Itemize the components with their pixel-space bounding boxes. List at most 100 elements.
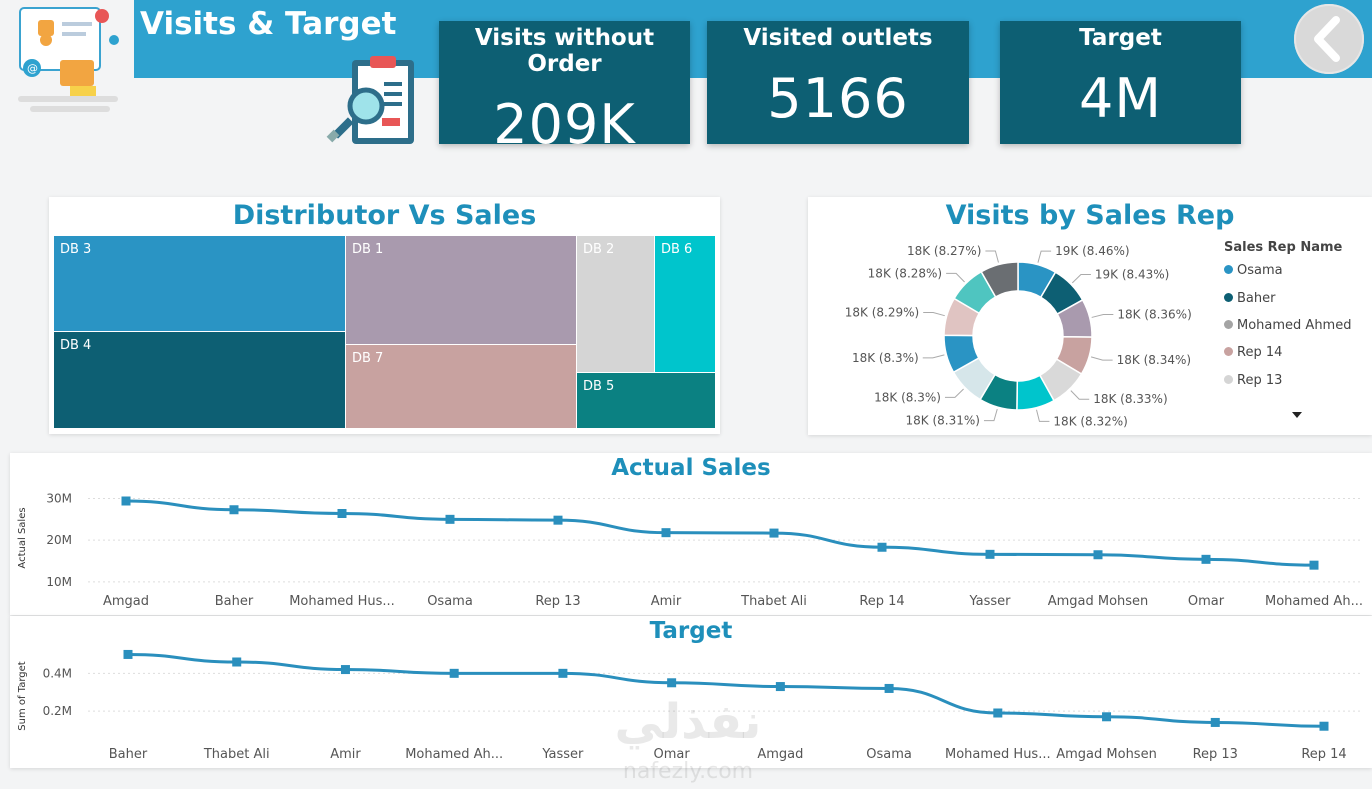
x-tick-label: Rep 14	[1301, 747, 1346, 762]
legend-item[interactable]: Mohamed Ahmed	[1224, 318, 1351, 333]
data-point[interactable]	[340, 665, 350, 675]
actual-sales-chart: 30M 20M 10M Actual Sales Amgad Baher Mohamed H…	[17, 492, 1363, 610]
legend-scroll-down-icon[interactable]	[1292, 412, 1302, 418]
page-title: Visits & Target	[140, 6, 397, 42]
data-point[interactable]	[1319, 721, 1329, 731]
donut-data-label: 18K (8.33%)	[1093, 392, 1167, 406]
data-point[interactable]	[985, 549, 995, 559]
x-tick-label: Osama	[427, 594, 473, 609]
svg-text:@: @	[27, 62, 38, 75]
x-tick-label: Yasser	[541, 747, 584, 762]
tile-label: DB 7	[352, 351, 384, 366]
data-point[interactable]	[229, 505, 239, 515]
data-point[interactable]	[1201, 554, 1211, 564]
kpi-card-visits-without-order: Visits without Order 209K	[439, 21, 690, 156]
data-point[interactable]	[232, 657, 242, 667]
donut-leader-line	[944, 388, 964, 398]
data-point[interactable]	[445, 514, 455, 524]
donut-leader-line	[985, 250, 999, 263]
donut-data-label: 18K (8.29%)	[845, 305, 919, 319]
clipboard-search-icon	[322, 54, 422, 150]
data-point[interactable]	[775, 682, 785, 692]
data-point[interactable]	[1309, 560, 1319, 570]
x-tick-label: Thabet Ali	[740, 594, 807, 609]
dashboard-logo: @	[10, 0, 134, 116]
data-point[interactable]	[884, 683, 894, 693]
legend-label: Rep 14	[1237, 345, 1283, 360]
treemap-tile[interactable]: DB 2	[577, 236, 654, 372]
x-tick-label: Thabet Ali	[203, 747, 270, 762]
data-point[interactable]	[661, 528, 671, 538]
treemap-tile[interactable]: DB 1	[346, 236, 576, 344]
actual-sales-panel: Actual Sales 30M 20M 10M Actual Sales Amgad B…	[10, 453, 1372, 615]
treemap-tile[interactable]: DB 6	[655, 236, 715, 372]
x-tick-label: Baher	[109, 747, 148, 762]
legend-label: Baher	[1237, 291, 1276, 306]
donut-panel: Visits by Sales Rep 19K (8.46%) 19K (8.43…	[808, 197, 1372, 435]
legend-label: Mohamed Ahmed	[1237, 318, 1352, 333]
donut-chart: 19K (8.46%) 19K (8.43%) 18K (8.36%) 18K (8.…	[845, 244, 1192, 428]
tile-label: DB 2	[583, 242, 615, 257]
kpi-card-target: Target 4M	[1000, 21, 1241, 144]
treemap-tile[interactable]: DB 3	[54, 236, 345, 331]
y-axis-label: Sum of Target	[17, 661, 28, 730]
watermark-arabic: نفذلي	[614, 694, 762, 750]
x-tick-label: Baher	[215, 594, 254, 609]
data-point[interactable]	[337, 509, 347, 518]
donut-data-label: 18K (8.34%)	[1117, 353, 1191, 367]
x-tick-label: Mohamed Ah...	[1265, 594, 1363, 609]
back-button[interactable]	[1294, 4, 1364, 74]
donut-leader-line	[946, 272, 965, 283]
tile-label: DB 1	[352, 242, 384, 257]
target-panel: Target 0.4M 0.2M Sum of Target Baher Thabet …	[10, 616, 1372, 768]
legend-dot	[1224, 320, 1233, 329]
kpi-value: 4M	[1079, 67, 1162, 130]
treemap-title: Distributor Vs Sales	[232, 200, 537, 231]
treemap-chart: DB 3 DB 4 DB 1 DB 7 DB 2 DB 6 DB 5	[54, 236, 715, 429]
donut-data-label: 18K (8.32%)	[1053, 414, 1127, 428]
data-point[interactable]	[1210, 717, 1220, 727]
donut-data-label: 18K (8.31%)	[906, 414, 980, 428]
legend-dot	[1224, 375, 1233, 384]
legend-label: Rep 13	[1237, 373, 1283, 388]
donut-leader-line	[1037, 250, 1052, 263]
treemap-tile[interactable]: DB 5	[577, 373, 715, 428]
data-point[interactable]	[667, 678, 677, 688]
donut-title: Visits by Sales Rep	[945, 200, 1235, 231]
data-point[interactable]	[993, 708, 1003, 718]
legend-item[interactable]: Rep 13	[1224, 373, 1282, 388]
data-point[interactable]	[1102, 712, 1112, 722]
data-point[interactable]	[449, 668, 459, 678]
data-point[interactable]	[558, 668, 568, 678]
treemap-tile[interactable]: DB 4	[54, 332, 345, 428]
data-point[interactable]	[123, 649, 133, 659]
legend-dot	[1224, 293, 1233, 302]
tile-label: DB 4	[60, 338, 92, 353]
data-point[interactable]	[553, 515, 563, 525]
donut-data-label: 19K (8.46%)	[1055, 244, 1129, 258]
legend-item[interactable]: Rep 14	[1224, 345, 1282, 360]
legend-item[interactable]: Baher	[1224, 291, 1275, 306]
donut-data-label: 19K (8.43%)	[1095, 267, 1169, 281]
data-point[interactable]	[121, 496, 131, 506]
treemap-tile[interactable]: DB 7	[346, 345, 576, 428]
y-tick-label: 0.2M	[43, 704, 72, 718]
x-tick-label: Rep 14	[859, 594, 904, 609]
legend-item[interactable]: Osama	[1224, 263, 1283, 278]
x-tick-label: Omar	[654, 747, 691, 762]
legend-dot	[1224, 347, 1233, 356]
donut-leader-line	[923, 311, 945, 317]
target-title: Target	[649, 618, 733, 644]
tile-label: DB 5	[583, 379, 615, 394]
donut-leader-line	[983, 408, 998, 422]
x-tick-label: Rep 13	[535, 594, 580, 609]
data-point[interactable]	[877, 542, 887, 552]
watermark-latin: nafezly.com	[622, 759, 754, 784]
donut-slice[interactable]	[980, 261, 1019, 298]
data-point[interactable]	[1093, 550, 1103, 560]
legend-dot	[1224, 265, 1233, 274]
series-line	[127, 652, 1325, 728]
data-point[interactable]	[769, 528, 779, 538]
donut-leader-line	[922, 354, 945, 359]
treemap-panel: Distributor Vs Sales DB 3 DB 4 DB 1 DB 7…	[49, 197, 720, 434]
